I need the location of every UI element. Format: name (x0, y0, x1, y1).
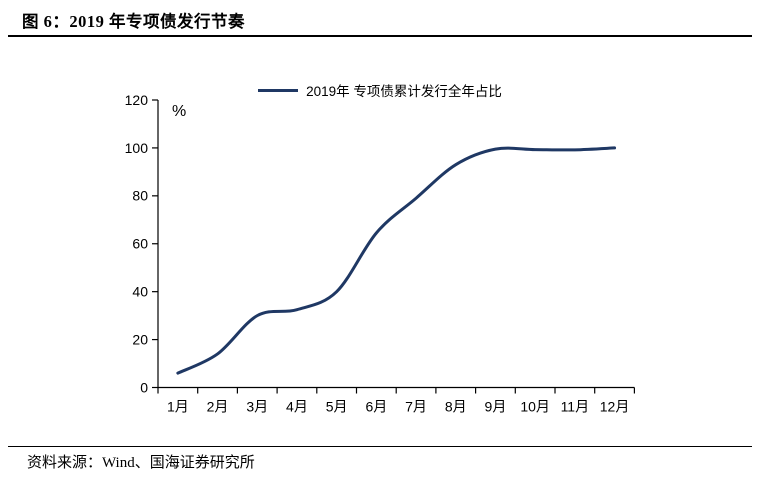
x-axis-month-label: 10月 (520, 399, 550, 415)
x-axis-month-label: 7月 (405, 399, 427, 415)
y-axis-tick-label: 100 (125, 140, 149, 156)
x-axis-month-label: 3月 (246, 399, 268, 415)
x-axis-month-label: 4月 (286, 399, 308, 415)
y-axis-tick-label: 120 (125, 92, 149, 108)
y-axis-tick-label: 20 (132, 331, 148, 347)
x-axis-month-label: 2月 (207, 399, 229, 415)
chart-legend: 2019年 专项债累计发行全年占比 (0, 80, 760, 100)
x-axis-month-label: 12月 (600, 399, 630, 415)
y-axis-tick-label: 0 (140, 379, 148, 395)
x-axis-month-label: 11月 (561, 399, 590, 415)
legend-line-swatch (258, 88, 299, 92)
title-divider-line (8, 35, 752, 37)
footer-divider-line (8, 446, 752, 447)
series-line (176, 146, 617, 375)
y-axis-tick-label: 40 (132, 284, 148, 300)
x-axis-month-label: 5月 (326, 399, 348, 415)
x-axis-month-label: 1月 (167, 399, 189, 415)
y-axis-unit-label: % (172, 103, 186, 120)
data-source-note: 资料来源：Wind、国海证券研究所 (27, 455, 255, 471)
y-axis-tick-label: 80 (132, 188, 148, 204)
figure-title: 图 6：2019 年专项债发行节奏 (22, 12, 245, 31)
x-axis-month-label: 6月 (365, 399, 387, 415)
x-axis-month-label: 8月 (445, 399, 467, 415)
y-axis-tick-label: 60 (132, 236, 148, 252)
x-axis-month-label: 9月 (485, 399, 507, 415)
legend-series-label: 2019年 专项债累计发行全年占比 (306, 84, 502, 99)
